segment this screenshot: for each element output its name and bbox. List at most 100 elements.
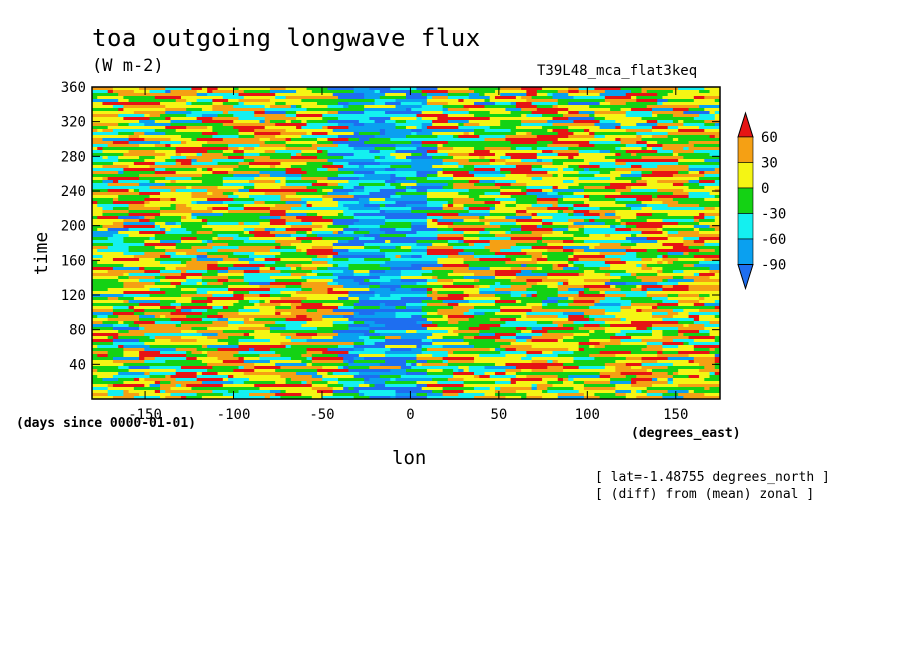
heatmap-cell [207, 291, 234, 295]
heatmap-cell [92, 168, 124, 172]
heatmap-cell [149, 165, 182, 169]
heatmap-cell [233, 198, 255, 202]
heatmap-cell [484, 246, 512, 250]
heatmap-cell [228, 108, 239, 112]
heatmap-cell [657, 243, 663, 247]
heatmap-cell [542, 300, 559, 304]
heatmap-cell [463, 99, 475, 103]
heatmap-cell [123, 219, 140, 223]
heatmap-cell [259, 294, 271, 298]
heatmap-cell [552, 150, 580, 154]
heatmap-cell [306, 201, 339, 205]
heatmap-cell [180, 216, 187, 220]
heatmap-cell [515, 219, 522, 223]
heatmap-cell [243, 147, 255, 151]
heatmap-cell [699, 249, 716, 253]
heatmap-cell [133, 396, 161, 400]
heatmap-cell [400, 276, 433, 280]
heatmap-cell [139, 318, 171, 322]
heatmap-cell [118, 276, 130, 280]
heatmap-cell [709, 90, 721, 94]
heatmap-cell [348, 138, 360, 142]
heatmap-cell [416, 87, 438, 91]
heatmap-cell [92, 321, 103, 325]
heatmap-cell [604, 318, 621, 322]
heatmap-cell [447, 255, 475, 259]
heatmap-cell [180, 237, 198, 241]
heatmap-cell [536, 159, 543, 163]
heatmap-cell [594, 192, 621, 196]
heatmap-cell [526, 375, 559, 379]
heatmap-cell [165, 342, 198, 346]
heatmap-cell [395, 306, 407, 310]
heatmap-cell [699, 375, 710, 379]
heatmap-cell [353, 273, 370, 277]
heatmap-cell [400, 285, 417, 289]
x-tick-label: 0 [406, 407, 414, 423]
heatmap-cell [447, 351, 454, 355]
heatmap-cell [92, 270, 109, 274]
heatmap-cell [442, 108, 449, 112]
heatmap-cell [395, 201, 428, 205]
heatmap-cell [180, 153, 198, 157]
heatmap-cell [118, 93, 145, 97]
heatmap-cell [296, 246, 313, 250]
heatmap-cell [180, 288, 198, 292]
heatmap-cell [233, 150, 245, 154]
heatmap-cell [526, 186, 543, 190]
heatmap-cell [170, 387, 192, 391]
heatmap-cell [662, 147, 684, 151]
heatmap-cell [139, 390, 156, 394]
heatmap-cell [625, 369, 648, 373]
heatmap-cell [604, 90, 632, 94]
heatmap-cell [301, 249, 307, 253]
heatmap-cell [521, 189, 527, 193]
heatmap-cell [217, 261, 250, 265]
heatmap-cell [92, 318, 103, 322]
heatmap-cell [317, 372, 328, 376]
heatmap-cell [160, 390, 166, 394]
heatmap-cell [494, 234, 517, 238]
heatmap-cell [175, 93, 198, 97]
heatmap-cell [160, 315, 166, 319]
heatmap-cell [343, 387, 349, 391]
heatmap-cell [667, 135, 679, 139]
heatmap-cell [646, 345, 663, 349]
heatmap-cell [479, 258, 512, 262]
heatmap-cell [112, 303, 140, 307]
heatmap-cell [186, 114, 203, 118]
heatmap-cell [332, 249, 349, 253]
heatmap-cell [112, 339, 140, 343]
heatmap-cell [426, 189, 438, 193]
heatmap-cell [411, 132, 417, 136]
heatmap-cell [615, 117, 632, 121]
heatmap-cell [573, 99, 606, 103]
heatmap-cell [353, 270, 370, 274]
heatmap-cell [233, 369, 255, 373]
heatmap-cell [432, 243, 449, 247]
heatmap-cell [515, 303, 527, 307]
heatmap-cell [285, 327, 318, 331]
heatmap-cell [306, 297, 339, 301]
heatmap-cell [296, 267, 302, 271]
heatmap-cell [416, 282, 428, 286]
heatmap-cell [353, 123, 365, 127]
heatmap-cell [442, 231, 464, 235]
heatmap-cell [306, 357, 313, 361]
heatmap-cell [170, 375, 198, 379]
heatmap-cell [196, 375, 229, 379]
heatmap-cell [667, 267, 674, 271]
heatmap-cell [589, 129, 595, 133]
heatmap-cell [636, 99, 658, 103]
heatmap-cell [432, 333, 459, 337]
heatmap-cell [280, 297, 307, 301]
heatmap-cell [678, 126, 700, 130]
heatmap-cell [589, 105, 621, 109]
heatmap-cell [243, 222, 260, 226]
heatmap-cell [112, 324, 130, 328]
heatmap-cell [112, 243, 145, 247]
heatmap-cell [615, 390, 632, 394]
heatmap-cell [118, 123, 130, 127]
heatmap-cell [578, 150, 601, 154]
heatmap-cell [374, 135, 407, 139]
